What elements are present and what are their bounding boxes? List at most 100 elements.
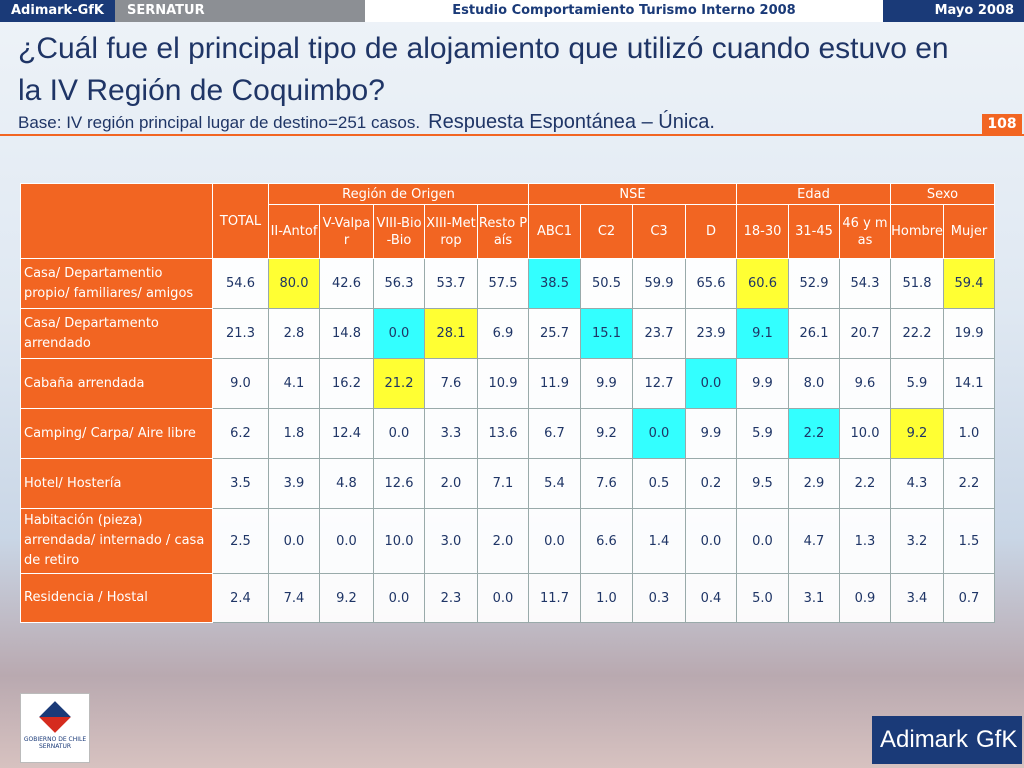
group-header: Sexo	[890, 183, 995, 205]
corner	[20, 183, 213, 259]
cell: 0.4	[685, 573, 737, 623]
note: Respuesta Espontánea – Única.	[428, 111, 715, 133]
cell: 4.8	[319, 458, 374, 509]
cell: 26.1	[788, 308, 840, 359]
logo-text: GfK	[976, 726, 1018, 753]
column-header: Resto País	[477, 204, 529, 259]
cell: 2.9	[788, 458, 840, 509]
cell: 28.1	[424, 308, 478, 359]
cell: 51.8	[890, 258, 944, 309]
cell: 53.7	[424, 258, 478, 309]
cell: 6.2	[212, 408, 269, 459]
cell: 4.3	[890, 458, 944, 509]
group-header: Región de Origen	[268, 183, 529, 205]
column-header: V-Valpar	[319, 204, 374, 259]
logo-icon	[39, 701, 71, 733]
page-number: 108	[982, 114, 1022, 134]
cell: 15.1	[580, 308, 633, 359]
cell: 2.4	[212, 573, 269, 623]
cell: 3.3	[424, 408, 478, 459]
cell: 1.3	[839, 508, 891, 574]
cell: 8.0	[788, 358, 840, 409]
group-header: NSE	[528, 183, 737, 205]
cell: 0.0	[373, 308, 425, 359]
table-row: Camping/ Carpa/ Aire libre 6.2 1.8 12.4 0.0 3…	[20, 408, 995, 459]
cell: 6.6	[580, 508, 633, 574]
cell: 0.0	[373, 573, 425, 623]
cell: 21.3	[212, 308, 269, 359]
cell: 9.2	[580, 408, 633, 459]
subtitle: Base: IV región principal lugar de desti…	[18, 111, 715, 134]
cell: 12.7	[632, 358, 686, 409]
cell: 3.1	[788, 573, 840, 623]
cell: 2.8	[268, 308, 320, 359]
cell: 59.4	[943, 258, 995, 309]
cell: 0.0	[632, 408, 686, 459]
table-row: Casa/ Departamento arrendado 21.3 2.8 14.8 0…	[20, 308, 995, 359]
cell: 16.2	[319, 358, 374, 409]
row-label: Casa/ Departamentio propio/ familiares/ …	[20, 258, 213, 309]
column-header: C3	[632, 204, 686, 259]
column-header: C2	[580, 204, 633, 259]
cell: 3.9	[268, 458, 320, 509]
cell: 25.7	[528, 308, 581, 359]
group-header: Edad	[736, 183, 891, 205]
cell: 42.6	[319, 258, 374, 309]
row-label: Camping/ Carpa/ Aire libre	[20, 408, 213, 459]
column-header: 31-45	[788, 204, 840, 259]
cell: 0.0	[685, 508, 737, 574]
cell: 50.5	[580, 258, 633, 309]
table-row: Cabaña arrendada 9.0 4.1 16.2 21.2 7.6 10.9 11.…	[20, 358, 995, 409]
column-header: VIII-Bio-Bio	[373, 204, 425, 259]
cell: 5.0	[736, 573, 789, 623]
cell: 7.6	[424, 358, 478, 409]
cell: 9.9	[580, 358, 633, 409]
cell: 52.9	[788, 258, 840, 309]
cell: 2.0	[477, 508, 529, 574]
cell: 80.0	[268, 258, 320, 309]
cell: 23.9	[685, 308, 737, 359]
cell: 0.0	[528, 508, 581, 574]
cell: 12.6	[373, 458, 425, 509]
cell: 9.2	[319, 573, 374, 623]
cell: 3.5	[212, 458, 269, 509]
cell: 11.9	[528, 358, 581, 409]
cell: 14.8	[319, 308, 374, 359]
cell: 9.0	[212, 358, 269, 409]
column-header: II-Antof	[268, 204, 320, 259]
top-bar: Adimark-GfK SERNATUR Estudio Comportamie…	[0, 0, 1024, 22]
row-label: Habitación (pieza) arrendada/ internado …	[20, 508, 213, 574]
cell: 0.0	[373, 408, 425, 459]
header-row: TOTAL Región de Origen NSE Edad Sexo	[20, 183, 995, 259]
table-row: Casa/ Departamentio propio/ familiares/ …	[20, 258, 995, 309]
cell: 56.3	[373, 258, 425, 309]
cell: 4.7	[788, 508, 840, 574]
cell: 10.9	[477, 358, 529, 409]
cell: 3.2	[890, 508, 944, 574]
cell: 7.1	[477, 458, 529, 509]
cell: 2.2	[943, 458, 995, 509]
date: Mayo 2008	[883, 0, 1024, 22]
cell: 6.7	[528, 408, 581, 459]
column-header: XIII-Metrop	[424, 204, 478, 259]
cell: 1.0	[943, 408, 995, 459]
cell: 5.9	[736, 408, 789, 459]
cell: 2.2	[839, 458, 891, 509]
cell: 9.2	[890, 408, 944, 459]
cell: 20.7	[839, 308, 891, 359]
cell: 13.6	[477, 408, 529, 459]
cell: 9.1	[736, 308, 789, 359]
cell: 65.6	[685, 258, 737, 309]
cell: 10.0	[839, 408, 891, 459]
rule	[0, 134, 1024, 136]
cell: 6.9	[477, 308, 529, 359]
column-header: 46 y mas	[839, 204, 891, 259]
cell: 9.9	[736, 358, 789, 409]
cell: 54.3	[839, 258, 891, 309]
total-header: TOTAL	[212, 183, 269, 259]
gobierno-logo: GOBIERNO DE CHILE SERNATUR	[20, 693, 90, 763]
cell: 0.0	[319, 508, 374, 574]
cell: 3.0	[424, 508, 478, 574]
cell: 0.0	[268, 508, 320, 574]
